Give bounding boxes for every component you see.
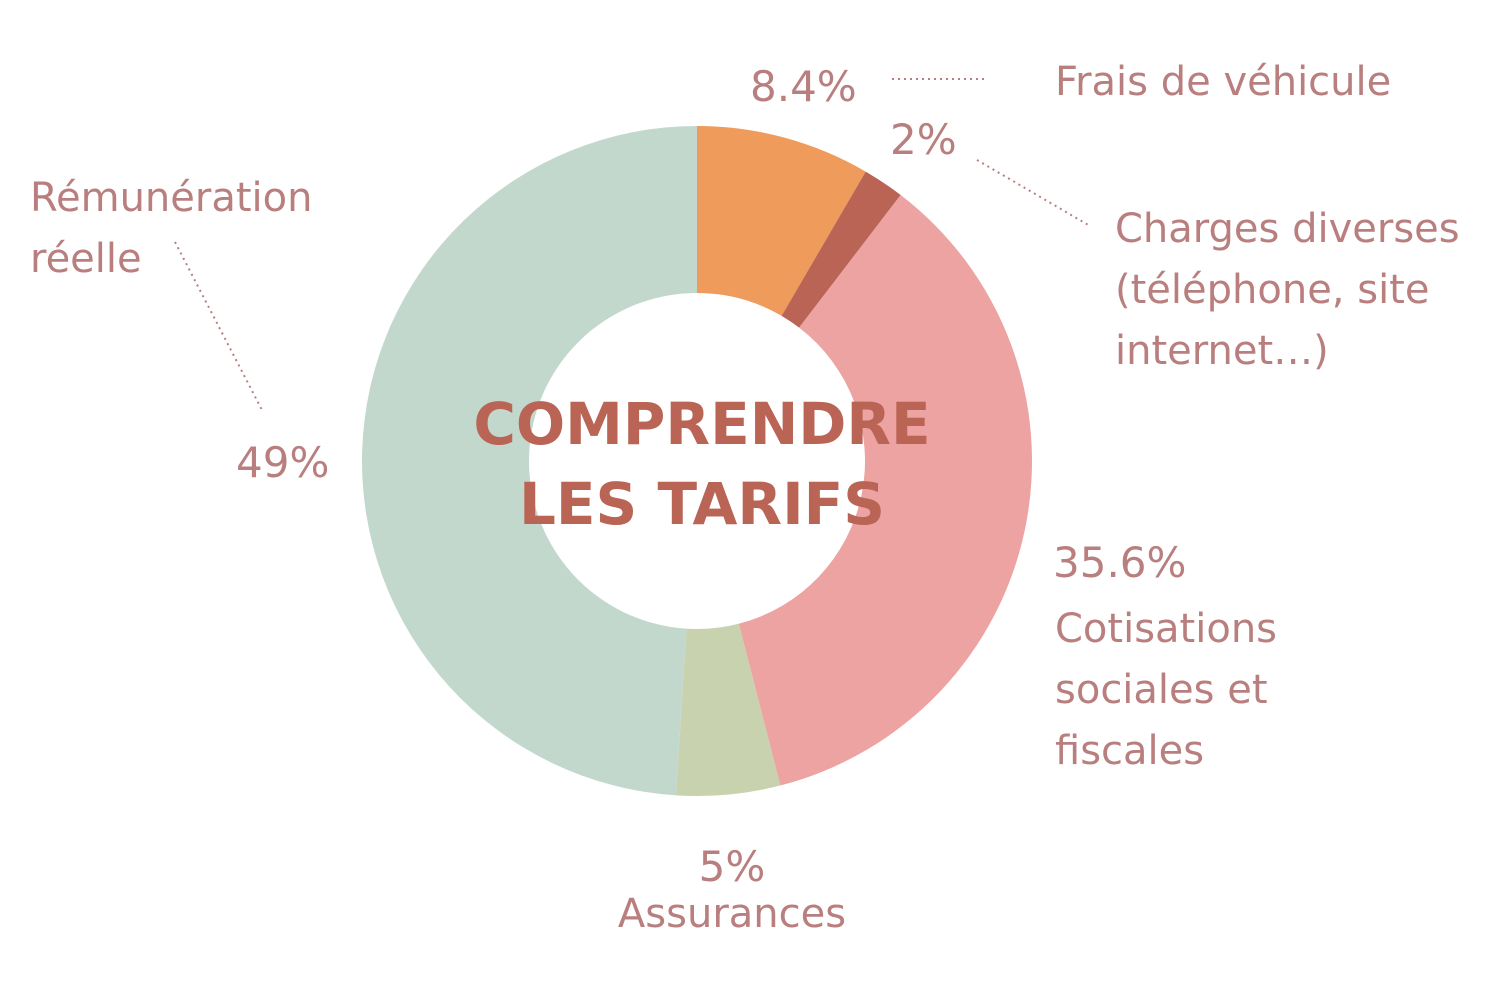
pie-slice-3: [738, 195, 1033, 786]
category-label-frais-vehicule: Frais de véhicule: [1055, 59, 1391, 105]
category-label-cotisations-line-2: sociales et: [1055, 667, 1268, 713]
leader-line-remuneration: [174, 241, 264, 413]
donut-slices: [362, 126, 1033, 796]
data-label-assurances: 5%: [699, 842, 766, 891]
data-label-frais-vehicule: 8.4%: [750, 62, 857, 111]
category-label-charges-diverses-line-1: Charges diverses: [1115, 206, 1460, 252]
pie-slice-5: [362, 126, 697, 796]
data-label-charges-diverses: 2%: [890, 115, 957, 164]
category-label-cotisations-line-3: fiscales: [1055, 728, 1204, 774]
data-label-remuneration: 49%: [236, 438, 329, 487]
leader-line-charges-diverses: [976, 159, 1091, 227]
category-label-assurances: Assurances: [618, 891, 846, 937]
pie-slice-1: [697, 126, 866, 316]
category-label-charges-diverses-line-3: internet…): [1115, 328, 1329, 374]
center-title-line-2: LES TARIFS: [519, 470, 885, 538]
category-label-charges-diverses-line-2: (téléphone, site: [1115, 267, 1429, 313]
data-label-cotisations: 35.6%: [1053, 538, 1186, 587]
category-label-remuneration-line-1: Rémunération: [30, 175, 312, 221]
category-label-remuneration-line-2: réelle: [30, 236, 142, 282]
pie-slice-2: [781, 171, 901, 328]
pie-slice-4: [675, 623, 781, 796]
category-label-cotisations-line-1: Cotisations: [1055, 606, 1277, 652]
center-title-line-1: COMPRENDRE: [473, 390, 930, 458]
